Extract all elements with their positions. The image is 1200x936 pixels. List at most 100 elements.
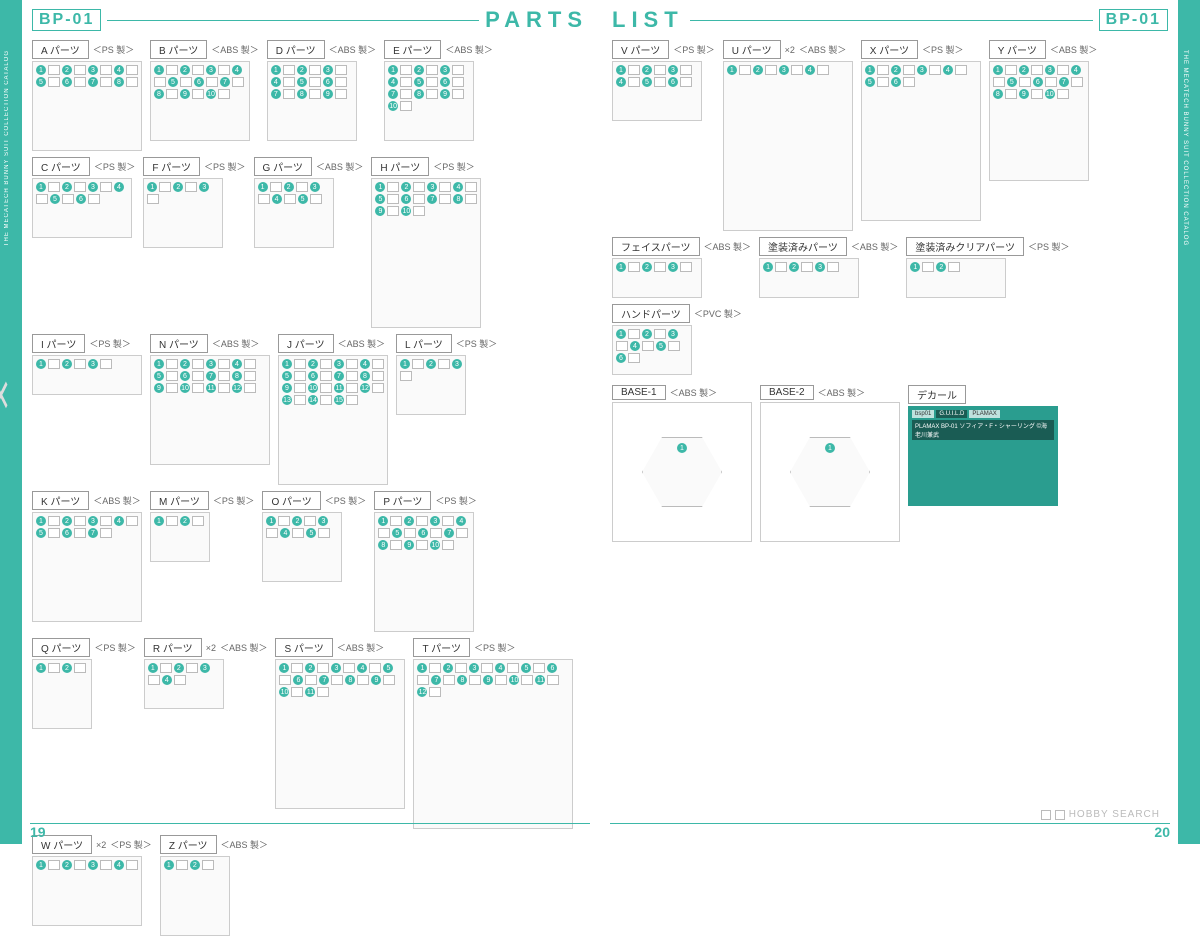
- part-number: 1: [36, 663, 46, 673]
- part-piece: [258, 194, 270, 204]
- part-label: L パーツ: [396, 334, 452, 353]
- part-number: 6: [180, 371, 190, 381]
- part-piece: [390, 540, 402, 550]
- part-number: 5: [383, 663, 393, 673]
- part-number: 5: [297, 77, 307, 87]
- part-label: J パーツ: [278, 334, 334, 353]
- part-piece: [278, 516, 290, 526]
- part-number: 2: [174, 663, 184, 673]
- title-list: LIST: [612, 7, 684, 33]
- sprue-diagram: 1234: [32, 856, 142, 926]
- part-piece: [378, 528, 390, 538]
- part-number: 10: [430, 540, 440, 550]
- part-piece: [628, 65, 640, 75]
- part-number: 1: [616, 329, 626, 339]
- part-label: P パーツ: [374, 491, 431, 510]
- sprue-diagram: 12345: [254, 178, 334, 248]
- part-number: 3: [668, 329, 678, 339]
- part-number: 5: [642, 77, 652, 87]
- part-number: 2: [62, 65, 72, 75]
- part-number: 5: [298, 194, 308, 204]
- part-material: ＜PS 製＞: [474, 641, 516, 654]
- part-piece: [192, 371, 204, 381]
- part-piece: [495, 675, 507, 685]
- part-piece: [426, 77, 438, 87]
- part-piece: [309, 89, 321, 99]
- part-piece: [335, 77, 347, 87]
- part-piece: [74, 516, 86, 526]
- part-number: 4: [114, 516, 124, 526]
- part-piece: [192, 89, 204, 99]
- part-number: 2: [292, 516, 302, 526]
- part-piece: [100, 860, 112, 870]
- part-number: 2: [936, 262, 946, 272]
- part-piece: [654, 77, 666, 87]
- part-piece: [294, 395, 306, 405]
- part-piece: [100, 359, 112, 369]
- part-block: N パーツ＜ABS 製＞123456789101112: [150, 334, 270, 465]
- part-piece: [318, 528, 330, 538]
- part-piece: [317, 687, 329, 697]
- part-piece: [426, 89, 438, 99]
- part-number: 4: [453, 182, 463, 192]
- part-block: Z パーツ＜ABS 製＞12: [160, 835, 268, 936]
- page-right: THE MECATECH BUNNY SUIT COLLECTION CATAL…: [600, 0, 1200, 844]
- part-piece: [304, 516, 316, 526]
- part-number: 10: [388, 101, 398, 111]
- part-piece: [74, 359, 86, 369]
- part-number: 1: [258, 182, 268, 192]
- base-material: ＜ABS 製＞: [818, 386, 866, 399]
- part-number: 3: [430, 516, 440, 526]
- part-piece: [186, 663, 198, 673]
- part-piece: [993, 77, 1005, 87]
- bottom-line: [30, 823, 590, 824]
- part-block: D パーツ＜ABS 製＞123456789: [267, 40, 376, 141]
- part-number: 4: [114, 182, 124, 192]
- part-piece: [346, 395, 358, 405]
- part-block: B パーツ＜ABS 製＞12345678910: [150, 40, 259, 141]
- part-piece: [680, 65, 692, 75]
- part-number: 1: [148, 663, 158, 673]
- part-material: ＜PS 製＞: [435, 494, 477, 507]
- sprue-diagram: 12345678910: [374, 512, 474, 632]
- part-piece: [1045, 77, 1057, 87]
- part-number: 6: [616, 353, 626, 363]
- part-piece: [469, 675, 481, 685]
- part-piece: [413, 206, 425, 216]
- part-material: ＜ABS 製＞: [211, 43, 259, 56]
- part-material: ＜ABS 製＞: [799, 43, 847, 56]
- part-material: ＜ABS 製＞: [1050, 43, 1098, 56]
- part-block: O パーツ＜PS 製＞12345: [262, 491, 366, 582]
- part-piece: [232, 77, 244, 87]
- part-piece: [1005, 65, 1017, 75]
- part-number: 3: [469, 663, 479, 673]
- part-piece: [372, 359, 384, 369]
- part-piece: [185, 182, 197, 192]
- part-label: B パーツ: [150, 40, 207, 59]
- part-piece: [416, 540, 428, 550]
- part-number: 7: [431, 675, 441, 685]
- part-number: 10: [401, 206, 411, 216]
- part-label: フェイスパーツ: [612, 237, 700, 256]
- part-number: 12: [417, 687, 427, 697]
- part-piece: [400, 77, 412, 87]
- part-number: 7: [88, 77, 98, 87]
- part-piece: [48, 182, 60, 192]
- part-label: E パーツ: [384, 40, 441, 59]
- part-label: Y パーツ: [989, 40, 1046, 59]
- part-material: ＜PS 製＞: [922, 43, 964, 56]
- part-piece: [400, 371, 412, 381]
- part-piece: [266, 528, 278, 538]
- part-block: Y パーツ＜ABS 製＞12345678910: [989, 40, 1098, 181]
- part-number: 1: [279, 663, 289, 673]
- part-number: 8: [414, 89, 424, 99]
- part-piece: [244, 371, 256, 381]
- part-number: 4: [630, 341, 640, 351]
- part-piece: [465, 182, 477, 192]
- part-block: S パーツ＜ABS 製＞1234567891011: [275, 638, 405, 809]
- part-piece: [218, 89, 230, 99]
- part-number: 2: [62, 359, 72, 369]
- sprue-diagram: 123456: [612, 61, 702, 121]
- part-number: 2: [401, 182, 411, 192]
- page-left: THE MECATECH BUNNY SUIT COLLECTION CATAL…: [0, 0, 600, 844]
